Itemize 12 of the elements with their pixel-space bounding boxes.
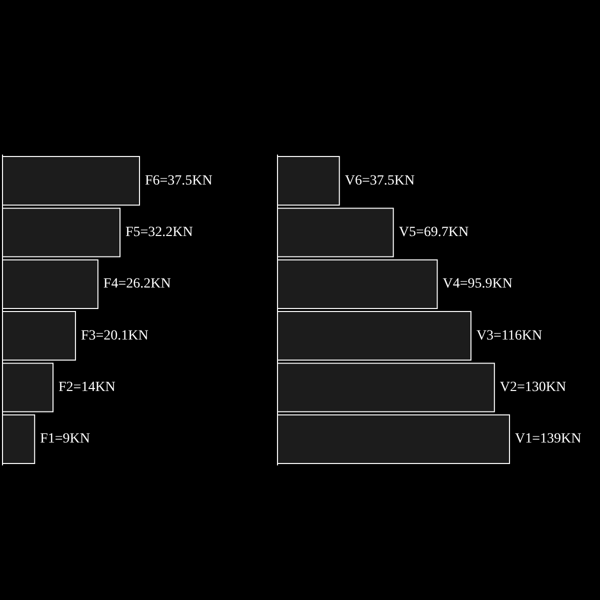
data-label: F2=14KN xyxy=(58,380,116,395)
data-label: F5=32.2KN xyxy=(125,225,193,240)
data-label: V4=95.9KN xyxy=(442,276,512,292)
data-label: F4=26.2KN xyxy=(103,276,171,292)
data-label: F1=9KN xyxy=(40,432,90,447)
data-label: F6=37.5KN xyxy=(145,173,212,188)
data-label: V2=130KN xyxy=(500,380,566,395)
data-label: V1=139KN xyxy=(515,432,582,447)
data-label: V6=37.5KN xyxy=(344,173,415,188)
data-label: V3=116KN xyxy=(476,328,542,344)
data-label: F3=20.1KN xyxy=(80,328,148,344)
data-label: V5=69.7KN xyxy=(398,225,469,240)
